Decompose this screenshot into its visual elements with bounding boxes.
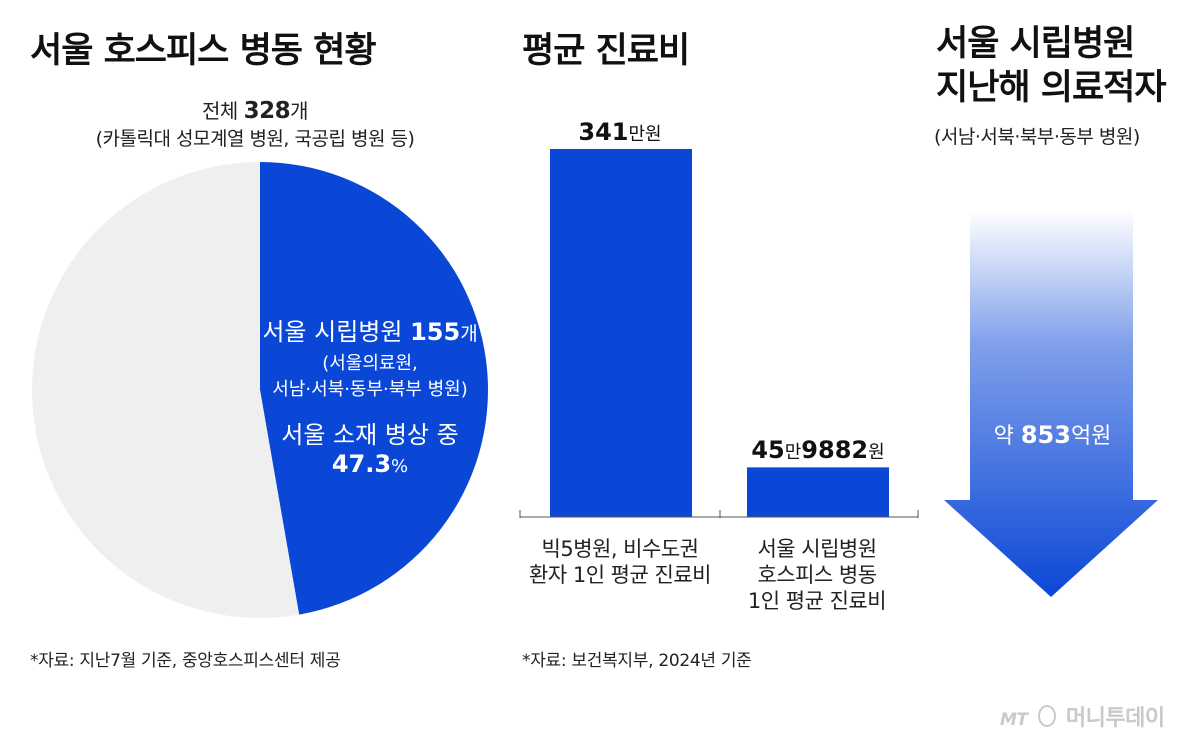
pie-slice-seoul-city bbox=[260, 162, 489, 615]
bar1-unit-label: 만원 bbox=[628, 124, 662, 145]
bar2-unit-part1: 만 bbox=[784, 442, 802, 463]
deficit-title-line1: 서울 시립병원 bbox=[936, 24, 1135, 64]
pie-total-note: (카톨릭대 성모계열 병원, 국공립 병원 등) bbox=[95, 128, 415, 150]
brand-logo: MT bbox=[1000, 710, 1028, 730]
bar2-value-part2: 9882 bbox=[801, 436, 869, 464]
brand-name: 머니투데이 bbox=[1065, 706, 1165, 731]
bar-panel-title: 평균 진료비 bbox=[522, 31, 690, 71]
pie-panel-title: 서울 호스피스 병동 현황 bbox=[30, 31, 377, 71]
pie-chart bbox=[32, 162, 489, 618]
brand-mark-icon bbox=[1037, 705, 1056, 727]
pie-slice-other bbox=[32, 162, 300, 618]
bar2-category-line3: 1인 평균 진료비 bbox=[747, 589, 887, 613]
deficit-title-line2: 지난해 의료적자 bbox=[936, 68, 1167, 108]
bar-chart bbox=[519, 149, 919, 518]
pie-slice-label: 서울 시립병원 155개 (서울의료원, 서남·서북·동부·북부 병원) 서울 … bbox=[245, 312, 495, 478]
bar-1 bbox=[550, 149, 692, 517]
deficit-unit: 억원 bbox=[1070, 424, 1112, 449]
bar1-value-label: 341 bbox=[578, 118, 629, 146]
pie-share-value: 47.3 bbox=[331, 450, 392, 478]
pie-source: *자료: 지난7월 기준, 중앙호스피스센터 제공 bbox=[30, 651, 341, 671]
bar1-category: 빅5병원, 비수도권 환자 1인 평균 진료비 bbox=[515, 536, 725, 588]
deficit-arrow-shape bbox=[944, 210, 1158, 597]
bar1-data-label: 341만원 bbox=[540, 118, 700, 146]
bar2-value-part1: 45 bbox=[751, 436, 785, 464]
bar-source: *자료: 보건복지부, 2024년 기준 bbox=[522, 651, 752, 671]
pie-slice-name: 서울 시립병원 bbox=[262, 318, 403, 346]
deficit-value-label: 약 853억원 bbox=[950, 418, 1155, 450]
pie-slice-name-line: 서울 시립병원 155개 bbox=[245, 312, 495, 347]
pie-slice-note-2: 서남·서북·동부·북부 병원) bbox=[272, 379, 468, 400]
bar2-unit-part2: 원 bbox=[868, 442, 885, 463]
bar1-category-line2: 환자 1인 평균 진료비 bbox=[529, 563, 711, 587]
bar2-category-line1: 서울 시립병원 bbox=[757, 537, 877, 561]
pie-share-label: 서울 소재 병상 중 bbox=[281, 421, 459, 449]
pie-slice-value: 155 bbox=[410, 318, 461, 346]
bar2-data-label: 45만9882원 bbox=[728, 436, 908, 464]
deficit-arrow bbox=[944, 210, 1158, 597]
pie-total-label: 전체 bbox=[201, 99, 238, 123]
pie-slice-unit: 개 bbox=[460, 323, 478, 345]
bar2-category: 서울 시립병원 호스피스 병동 1인 평균 진료비 bbox=[712, 536, 922, 614]
bar2-category-line2: 호스피스 병동 bbox=[757, 563, 877, 587]
pie-share-unit: % bbox=[391, 456, 409, 477]
bar-2 bbox=[747, 467, 889, 517]
pie-total-unit: 개 bbox=[290, 99, 309, 123]
pie-total-line: 전체 328개 bbox=[60, 95, 450, 124]
bar1-category-line1: 빅5병원, 비수도권 bbox=[541, 537, 699, 561]
pie-share-line: 47.3% bbox=[245, 450, 495, 478]
deficit-label-prefix: 약 bbox=[993, 424, 1014, 449]
deficit-title: 서울 시립병원 지난해 의료적자 bbox=[936, 22, 1167, 110]
pie-total-value: 328 bbox=[243, 98, 291, 124]
brand-watermark: MT 머니투데이 bbox=[1000, 700, 1165, 732]
pie-slice-note-1: (서울의료원, bbox=[322, 353, 418, 374]
deficit-note: (서남·서북·북부·동부 병원) bbox=[934, 126, 1140, 148]
deficit-value: 853 bbox=[1020, 421, 1071, 449]
